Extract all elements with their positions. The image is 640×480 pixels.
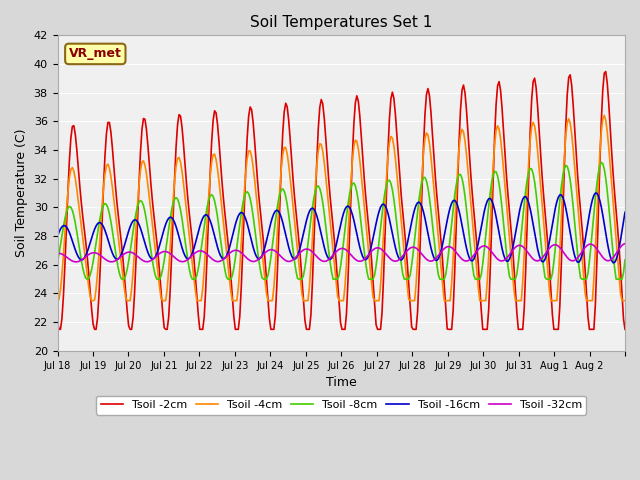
- Tsoil -16cm: [543, 252, 550, 258]
- Tsoil -8cm: [598, 159, 605, 165]
- Tsoil -16cm: [54, 233, 61, 239]
- Tsoil -2cm: [55, 326, 63, 332]
- Tsoil -16cm: [609, 260, 617, 265]
- Tsoil -8cm: [621, 257, 629, 263]
- Line: Tsoil -8cm: Tsoil -8cm: [58, 162, 625, 279]
- Tsoil -8cm: [92, 240, 100, 246]
- Tsoil -32cm: [92, 250, 100, 256]
- Tsoil -2cm: [347, 194, 355, 200]
- Tsoil -4cm: [618, 298, 626, 303]
- Tsoil -2cm: [621, 326, 629, 332]
- Y-axis label: Soil Temperature (C): Soil Temperature (C): [15, 129, 28, 257]
- Tsoil -8cm: [83, 276, 91, 282]
- Tsoil -8cm: [347, 185, 355, 191]
- Line: Tsoil -2cm: Tsoil -2cm: [58, 72, 625, 329]
- Tsoil -16cm: [73, 251, 81, 257]
- Tsoil -16cm: [591, 190, 599, 196]
- Line: Tsoil -4cm: Tsoil -4cm: [58, 115, 625, 300]
- Tsoil -4cm: [543, 253, 550, 259]
- Tsoil -4cm: [600, 112, 608, 118]
- Tsoil -4cm: [73, 186, 81, 192]
- Text: VR_met: VR_met: [69, 48, 122, 60]
- Line: Tsoil -32cm: Tsoil -32cm: [58, 243, 625, 262]
- Legend: Tsoil -2cm, Tsoil -4cm, Tsoil -8cm, Tsoil -16cm, Tsoil -32cm: Tsoil -2cm, Tsoil -4cm, Tsoil -8cm, Tsoi…: [96, 396, 586, 415]
- Tsoil -4cm: [346, 205, 353, 211]
- Tsoil -2cm: [54, 319, 61, 325]
- Line: Tsoil -16cm: Tsoil -16cm: [58, 193, 625, 263]
- Tsoil -8cm: [54, 260, 61, 265]
- X-axis label: Time: Time: [326, 376, 356, 389]
- Tsoil -4cm: [54, 298, 61, 303]
- Tsoil -8cm: [73, 229, 81, 235]
- Title: Soil Temperatures Set 1: Soil Temperatures Set 1: [250, 15, 433, 30]
- Tsoil -2cm: [620, 316, 627, 322]
- Tsoil -32cm: [347, 252, 355, 258]
- Tsoil -4cm: [458, 126, 466, 132]
- Tsoil -8cm: [460, 183, 467, 189]
- Tsoil -32cm: [621, 240, 629, 246]
- Tsoil -4cm: [91, 297, 99, 303]
- Tsoil -2cm: [92, 326, 100, 332]
- Tsoil -16cm: [621, 209, 629, 215]
- Tsoil -8cm: [620, 270, 627, 276]
- Tsoil -2cm: [544, 243, 552, 249]
- Tsoil -2cm: [602, 69, 609, 74]
- Tsoil -32cm: [460, 257, 467, 263]
- Tsoil -32cm: [544, 247, 552, 253]
- Tsoil -32cm: [618, 242, 626, 248]
- Tsoil -2cm: [74, 165, 82, 170]
- Tsoil -32cm: [74, 259, 82, 264]
- Tsoil -16cm: [458, 222, 466, 228]
- Tsoil -8cm: [544, 276, 552, 282]
- Tsoil -16cm: [91, 227, 99, 232]
- Tsoil -16cm: [346, 204, 353, 210]
- Tsoil -16cm: [620, 218, 627, 224]
- Tsoil -32cm: [72, 259, 79, 265]
- Tsoil -2cm: [460, 82, 467, 88]
- Tsoil -4cm: [621, 298, 629, 303]
- Tsoil -32cm: [54, 251, 61, 256]
